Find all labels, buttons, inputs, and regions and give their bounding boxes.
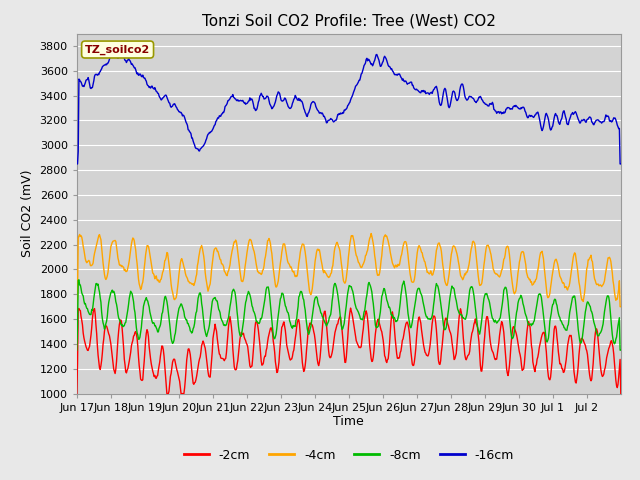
- Y-axis label: Soil CO2 (mV): Soil CO2 (mV): [21, 170, 34, 257]
- X-axis label: Time: Time: [333, 415, 364, 429]
- Text: TZ_soilco2: TZ_soilco2: [85, 44, 150, 55]
- Legend: -2cm, -4cm, -8cm, -16cm: -2cm, -4cm, -8cm, -16cm: [179, 444, 519, 467]
- Title: Tonzi Soil CO2 Profile: Tree (West) CO2: Tonzi Soil CO2 Profile: Tree (West) CO2: [202, 13, 496, 28]
